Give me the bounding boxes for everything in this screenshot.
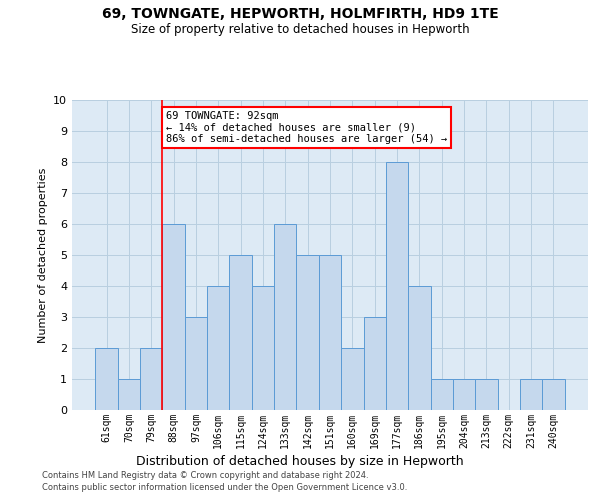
Bar	[229, 255, 252, 410]
Bar	[163, 224, 185, 410]
Bar	[341, 348, 364, 410]
Text: 69, TOWNGATE, HEPWORTH, HOLMFIRTH, HD9 1TE: 69, TOWNGATE, HEPWORTH, HOLMFIRTH, HD9 1…	[101, 8, 499, 22]
Bar	[386, 162, 408, 410]
Y-axis label: Number of detached properties: Number of detached properties	[38, 168, 47, 342]
Text: Contains public sector information licensed under the Open Government Licence v3: Contains public sector information licen…	[42, 483, 407, 492]
Bar	[140, 348, 163, 410]
Bar	[252, 286, 274, 410]
Bar	[95, 348, 118, 410]
Bar	[542, 379, 565, 410]
Bar	[475, 379, 497, 410]
Bar	[185, 317, 207, 410]
Bar	[431, 379, 453, 410]
Bar	[408, 286, 431, 410]
Text: Distribution of detached houses by size in Hepworth: Distribution of detached houses by size …	[136, 455, 464, 468]
Bar	[274, 224, 296, 410]
Bar	[520, 379, 542, 410]
Bar	[118, 379, 140, 410]
Bar	[319, 255, 341, 410]
Bar	[296, 255, 319, 410]
Bar	[453, 379, 475, 410]
Text: 69 TOWNGATE: 92sqm
← 14% of detached houses are smaller (9)
86% of semi-detached: 69 TOWNGATE: 92sqm ← 14% of detached hou…	[166, 111, 447, 144]
Text: Contains HM Land Registry data © Crown copyright and database right 2024.: Contains HM Land Registry data © Crown c…	[42, 470, 368, 480]
Bar	[364, 317, 386, 410]
Text: Size of property relative to detached houses in Hepworth: Size of property relative to detached ho…	[131, 22, 469, 36]
Bar	[207, 286, 229, 410]
